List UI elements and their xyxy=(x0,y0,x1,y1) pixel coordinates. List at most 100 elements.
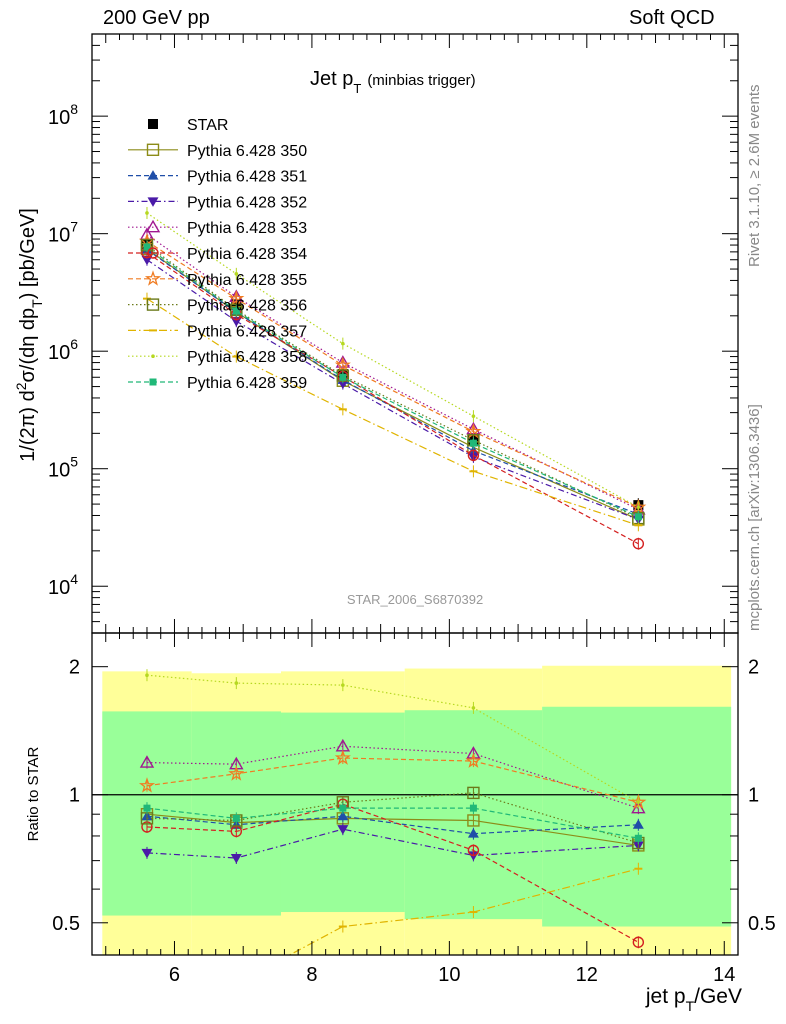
legend-label-9: Pythia 6.428 359 xyxy=(187,375,307,392)
ratio-point-9-3 xyxy=(469,804,477,812)
legend-entry-0: Pythia 6.428 350 xyxy=(128,143,307,160)
ratio-line-7 xyxy=(288,868,639,955)
spectrum-point-4-4 xyxy=(632,538,645,550)
legend-marker-4 xyxy=(147,247,159,259)
ratio-point-4-3 xyxy=(467,844,480,857)
spectrum-point-4-3 xyxy=(467,449,480,462)
legend-marker-3 xyxy=(145,219,161,233)
legend-label-8: Pythia 6.428 358 xyxy=(187,349,307,366)
ratio-point-5-3 xyxy=(465,752,482,768)
ratio-point-2-0 xyxy=(141,848,153,859)
plot-title: Jet pT (minbias trigger) xyxy=(310,68,476,96)
x-tick-label-2: 10 xyxy=(438,964,460,986)
ratio-point-5-1 xyxy=(228,765,245,781)
legend-label-1: Pythia 6.428 351 xyxy=(187,169,307,186)
analysis-watermark: STAR_2006_S6870392 xyxy=(347,592,483,607)
ratio-y-tick-label-right-2: 2 xyxy=(748,657,759,679)
ratio-point-8-1 xyxy=(234,681,239,685)
ratio-y-tick-label-left-0: 0.5 xyxy=(52,913,80,935)
spectrum-point-5-1 xyxy=(228,290,245,306)
ratio-point-8-4 xyxy=(636,800,641,805)
mcplots-credit-label: mcplots.cern.ch [arXiv:1306.3436] xyxy=(746,404,763,631)
ratio-point-1-3 xyxy=(467,828,479,838)
legend-marker-0 xyxy=(146,143,160,157)
header-left-label: 200 GeV pp xyxy=(103,7,210,29)
spectrum-series-4 xyxy=(141,246,645,550)
x-axis-label: jet pT/GeV xyxy=(645,985,742,1014)
spectrum-point-5-2 xyxy=(334,356,351,373)
ratio-point-9-1 xyxy=(232,814,240,822)
ratio-point-5-0 xyxy=(138,777,156,793)
ratio-point-8-2 xyxy=(341,683,345,687)
ratio-y-tick-label-right-1: 1 xyxy=(748,785,759,807)
spectrum-y-tick-label-1: 105 xyxy=(48,454,78,482)
band-inner-4 xyxy=(542,706,732,927)
spectrum-line-8 xyxy=(146,212,639,508)
spectrum-point-2-2 xyxy=(337,379,349,390)
ratio-series-7 xyxy=(288,862,643,955)
spectrum-point-8-0 xyxy=(145,211,149,215)
legend-label-3: Pythia 6.428 353 xyxy=(187,220,307,237)
ratio-y-tick-label-right-0: 0.5 xyxy=(748,913,776,935)
ratio-point-1-2 xyxy=(337,810,349,821)
spectrum-y-axis-label: 1/(2π) d2σ/(dη dpT) [pb/GeV] xyxy=(13,208,45,462)
ratio-point-9-4 xyxy=(634,834,642,842)
spectrum-point-8-2 xyxy=(341,341,345,346)
ratio-point-1-4 xyxy=(632,819,644,829)
legend-label-6: Pythia 6.428 356 xyxy=(187,298,307,315)
spectrum-point-8-3 xyxy=(471,414,476,418)
x-tick-label-0: 6 xyxy=(169,964,180,986)
legend-marker-9 xyxy=(149,378,157,386)
ratio-point-0-3 xyxy=(467,814,480,827)
spectrum-point-9-4 xyxy=(634,513,642,521)
spectrum-y-tick-label-4: 108 xyxy=(48,101,78,129)
ratio-frame xyxy=(91,632,739,956)
spectrum-point-9-1 xyxy=(232,307,240,315)
ratio-line-5 xyxy=(146,757,639,803)
spectrum-y-tick-label-3: 107 xyxy=(48,219,78,247)
legend-entry-star: STAR xyxy=(148,117,228,134)
spectrum-line-4 xyxy=(146,252,639,545)
spectrum-point-9-3 xyxy=(469,439,477,447)
ratio-bands xyxy=(102,665,732,955)
legend-marker-1 xyxy=(147,170,159,180)
ratio-y-tick-label-left-1: 1 xyxy=(69,785,80,807)
spectrum-y-ticks xyxy=(92,33,738,634)
spectrum-y-tick-label-0: 104 xyxy=(48,571,78,599)
ratio-point-3-0 xyxy=(139,755,155,768)
ratio-point-2-1 xyxy=(230,854,242,864)
legend-entry-6: Pythia 6.428 356 xyxy=(128,298,307,315)
spectrum-series-8 xyxy=(145,206,641,514)
legend-entry-1: Pythia 6.428 351 xyxy=(128,169,307,186)
spectrum-line-3 xyxy=(146,234,639,511)
x-ticks xyxy=(105,34,725,955)
legend-entry-4: Pythia 6.428 354 xyxy=(128,246,307,263)
legend-label-5: Pythia 6.428 355 xyxy=(187,272,307,289)
ratio-point-2-2 xyxy=(337,825,349,835)
legend-label-2: Pythia 6.428 352 xyxy=(187,194,307,211)
ratio-point-6-3 xyxy=(467,786,480,800)
ratio-series-8 xyxy=(145,669,641,809)
legend-label-4: Pythia 6.428 354 xyxy=(187,246,307,263)
ratio-point-9-2 xyxy=(339,804,347,812)
legend-label-star: STAR xyxy=(187,117,228,134)
spectrum-point-2-1 xyxy=(230,317,242,327)
spectrum-y-tick-label-2: 106 xyxy=(48,336,78,364)
ratio-series-9 xyxy=(143,802,642,845)
legend-marker-8 xyxy=(151,354,155,359)
ratio-point-9-0 xyxy=(143,804,151,812)
ratio-y-axis-label: Ratio to STAR xyxy=(25,746,42,841)
legend-entry-2: Pythia 6.428 352 xyxy=(128,194,307,211)
ratio-point-4-4 xyxy=(632,936,645,948)
ratio-y-ticks xyxy=(92,666,738,924)
legend-marker-6 xyxy=(146,298,160,311)
ratio-point-8-0 xyxy=(145,673,149,677)
legend-entry-9: Pythia 6.428 359 xyxy=(128,375,307,392)
spectrum-point-9-2 xyxy=(339,373,347,381)
legend-marker-5 xyxy=(144,270,162,286)
ratio-point-8-3 xyxy=(471,706,476,710)
ratio-series xyxy=(138,669,647,955)
header-right-label: Soft QCD xyxy=(629,7,715,29)
x-tick-label-3: 12 xyxy=(576,964,598,986)
